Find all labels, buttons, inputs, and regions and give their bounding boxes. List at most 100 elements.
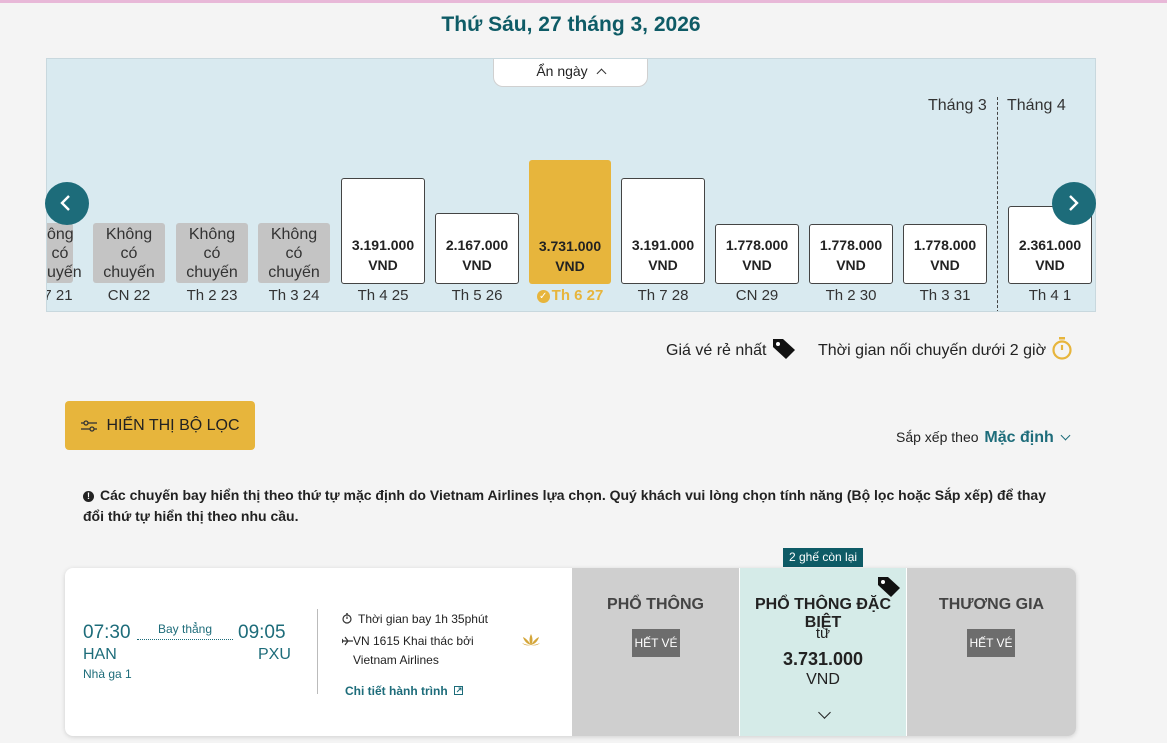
day-price: 3.191.000	[631, 237, 695, 253]
day-currency: VND	[836, 257, 866, 273]
calendar-day-cn22: Không có chuyến	[93, 223, 165, 283]
calendar-day-label: Th 2 30	[825, 287, 877, 304]
flight-duration: Thời gian bay 1h 35phút	[342, 612, 488, 626]
no-flight-text: Không	[105, 225, 153, 243]
sort-value: Mặc định	[984, 429, 1054, 446]
arrive-time: 09:05	[238, 622, 286, 643]
calendar-day-label: Th 7 28	[637, 287, 689, 304]
top-accent-line	[0, 0, 1167, 3]
terminal: Nhà ga 1	[83, 667, 132, 681]
day-currency: VND	[462, 257, 492, 273]
calendar-prev-button[interactable]	[45, 182, 89, 225]
duration-text: Thời gian bay 1h 35phút	[358, 612, 488, 626]
price-calendar: Ẩn ngày Tháng 3 Tháng 4 ông có uyến 7 21…	[46, 58, 1096, 312]
day-price: 2.361.000	[1018, 237, 1082, 253]
calendar-day-label: Th 4 25	[357, 287, 409, 304]
fare-premium-from: từ	[815, 625, 831, 642]
origin-code: HAN	[83, 646, 117, 663]
fare-economy[interactable]: PHỔ THÔNG HẾT VÉ	[572, 568, 739, 736]
day-price: 1.778.000	[819, 237, 883, 253]
check-icon: ✓	[536, 290, 550, 303]
filter-button-label: HIỂN THỊ BỘ LỌC	[106, 417, 240, 434]
no-flight-text: chuyến	[186, 263, 238, 281]
fare-business-title: THƯƠNG GIA	[938, 596, 1045, 613]
fare-premium-price: 3.731.000	[782, 649, 864, 669]
calendar-day-cn29[interactable]: 1.778.000 VND	[715, 224, 799, 284]
no-flight-text: có	[120, 244, 138, 262]
price-tag-icon	[878, 577, 900, 597]
filter-sliders-icon	[81, 420, 98, 432]
month-divider	[997, 97, 998, 311]
legend-short-connection: Thời gian nối chuyến dưới 2 giờ	[818, 336, 1073, 360]
no-flight-text: ông	[47, 225, 74, 243]
day-currency: VND	[742, 257, 772, 273]
day-price: 1.778.000	[913, 237, 977, 253]
calendar-day-bar: ông có uyến	[47, 223, 82, 283]
chevron-up-icon	[596, 68, 607, 79]
legend-short-connection-label: Thời gian nối chuyến dưới 2 giờ	[818, 342, 1047, 359]
show-filter-button[interactable]: HIỂN THỊ BỘ LỌC	[65, 401, 255, 450]
calendar-day-th3-24: Không có chuyến	[258, 223, 330, 283]
calendar-day-label: Th 5 26	[451, 287, 503, 304]
calendar-day-label: Th 3 31	[919, 287, 971, 304]
calendar-day-label: Th 3 24	[268, 287, 320, 304]
chevron-down-icon[interactable]	[818, 706, 831, 719]
day-currency: VND	[648, 257, 678, 273]
day-currency: VND	[930, 257, 960, 273]
no-flight-text: Không	[188, 225, 236, 243]
no-flight-text: chuyến	[268, 263, 320, 281]
calendar-day-th3-31[interactable]: 1.778.000 VND	[903, 224, 987, 284]
chevron-left-icon	[60, 195, 70, 211]
plane-icon	[341, 636, 353, 646]
calendar-day-label: CN 29	[735, 287, 779, 304]
price-tag-icon	[772, 339, 795, 359]
flight-number: VN 1615 Khai thác bởi	[341, 634, 474, 648]
day-price: 1.778.000	[725, 237, 789, 253]
itinerary-detail-label: Chi tiết hành trình	[345, 684, 448, 698]
vietnam-airlines-lotus-logo	[522, 634, 540, 646]
day-currency: VND	[368, 257, 398, 273]
fare-premium-currency: VND	[806, 671, 840, 688]
sort-dropdown[interactable]: Sắp xếp theo Mặc định	[896, 429, 1071, 447]
itinerary-detail-link[interactable]: Chi tiết hành trình	[345, 684, 463, 698]
selected-date-title: Thứ Sáu, 27 tháng 3, 2026	[441, 13, 701, 36]
fare-economy-title: PHỔ THÔNG	[607, 596, 704, 613]
calendar-day-label: Th 4 1	[1028, 287, 1072, 304]
sort-notice-text: Các chuyến bay hiển thị theo thứ tự mặc …	[83, 487, 1046, 524]
day-price: 2.167.000	[445, 237, 509, 253]
calendar-day-th6-27-selected[interactable]: 3.731.000 VND	[529, 160, 611, 284]
legend-cheapest-label: Giá vé rẻ nhất	[666, 342, 767, 359]
no-flight-text: uyến	[47, 263, 82, 281]
fare-business[interactable]: THƯƠNG GIA HẾT VÉ	[907, 568, 1076, 736]
day-currency: VND	[555, 258, 585, 274]
day-price: 3.731.000	[538, 238, 602, 254]
card-divider	[317, 609, 318, 694]
calendar-day-th4-25[interactable]: 3.191.000 VND	[341, 178, 425, 284]
flight-number-text: VN 1615 Khai thác bởi	[353, 634, 474, 648]
no-flight-text: Không	[270, 225, 318, 243]
calendar-day-label: 7 21	[46, 287, 73, 304]
timer-icon	[342, 613, 352, 624]
calendar-next-button[interactable]	[1052, 182, 1096, 225]
calendar-day-th2-30[interactable]: 1.778.000 VND	[809, 224, 893, 284]
chevron-right-icon	[1069, 195, 1079, 211]
fare-premium-economy[interactable]: PHỔ THÔNG ĐẶC BIỆT từ 3.731.000 VND	[739, 568, 907, 736]
calendar-day-label: CN 22	[107, 287, 151, 304]
no-flight-text: có	[285, 244, 303, 262]
operator: Vietnam Airlines	[353, 653, 439, 667]
depart-time: 07:30	[83, 622, 131, 643]
month-label-march: Tháng 3	[928, 97, 987, 114]
calendar-day-label-selected: ✓ Th 6 27	[529, 287, 611, 304]
calendar-day-th2-23: Không có chuyến	[176, 223, 248, 283]
stopwatch-icon	[1051, 337, 1072, 360]
hide-days-toggle[interactable]: Ẩn ngày	[493, 59, 648, 87]
day-label-text: Th 6 27	[551, 287, 604, 304]
calendar-day-th5-26[interactable]: 2.167.000 VND	[435, 213, 519, 284]
day-currency: VND	[1035, 257, 1065, 273]
external-link-icon	[454, 686, 463, 695]
destination-code: PXU	[258, 646, 291, 663]
fare-economy-soldout: HẾT VÉ	[632, 629, 680, 657]
sort-notice: ! Các chuyến bay hiển thị theo thứ tự mặc…	[83, 485, 1063, 527]
no-flight-text: có	[203, 244, 221, 262]
calendar-day-th7-28[interactable]: 3.191.000 VND	[621, 178, 705, 284]
